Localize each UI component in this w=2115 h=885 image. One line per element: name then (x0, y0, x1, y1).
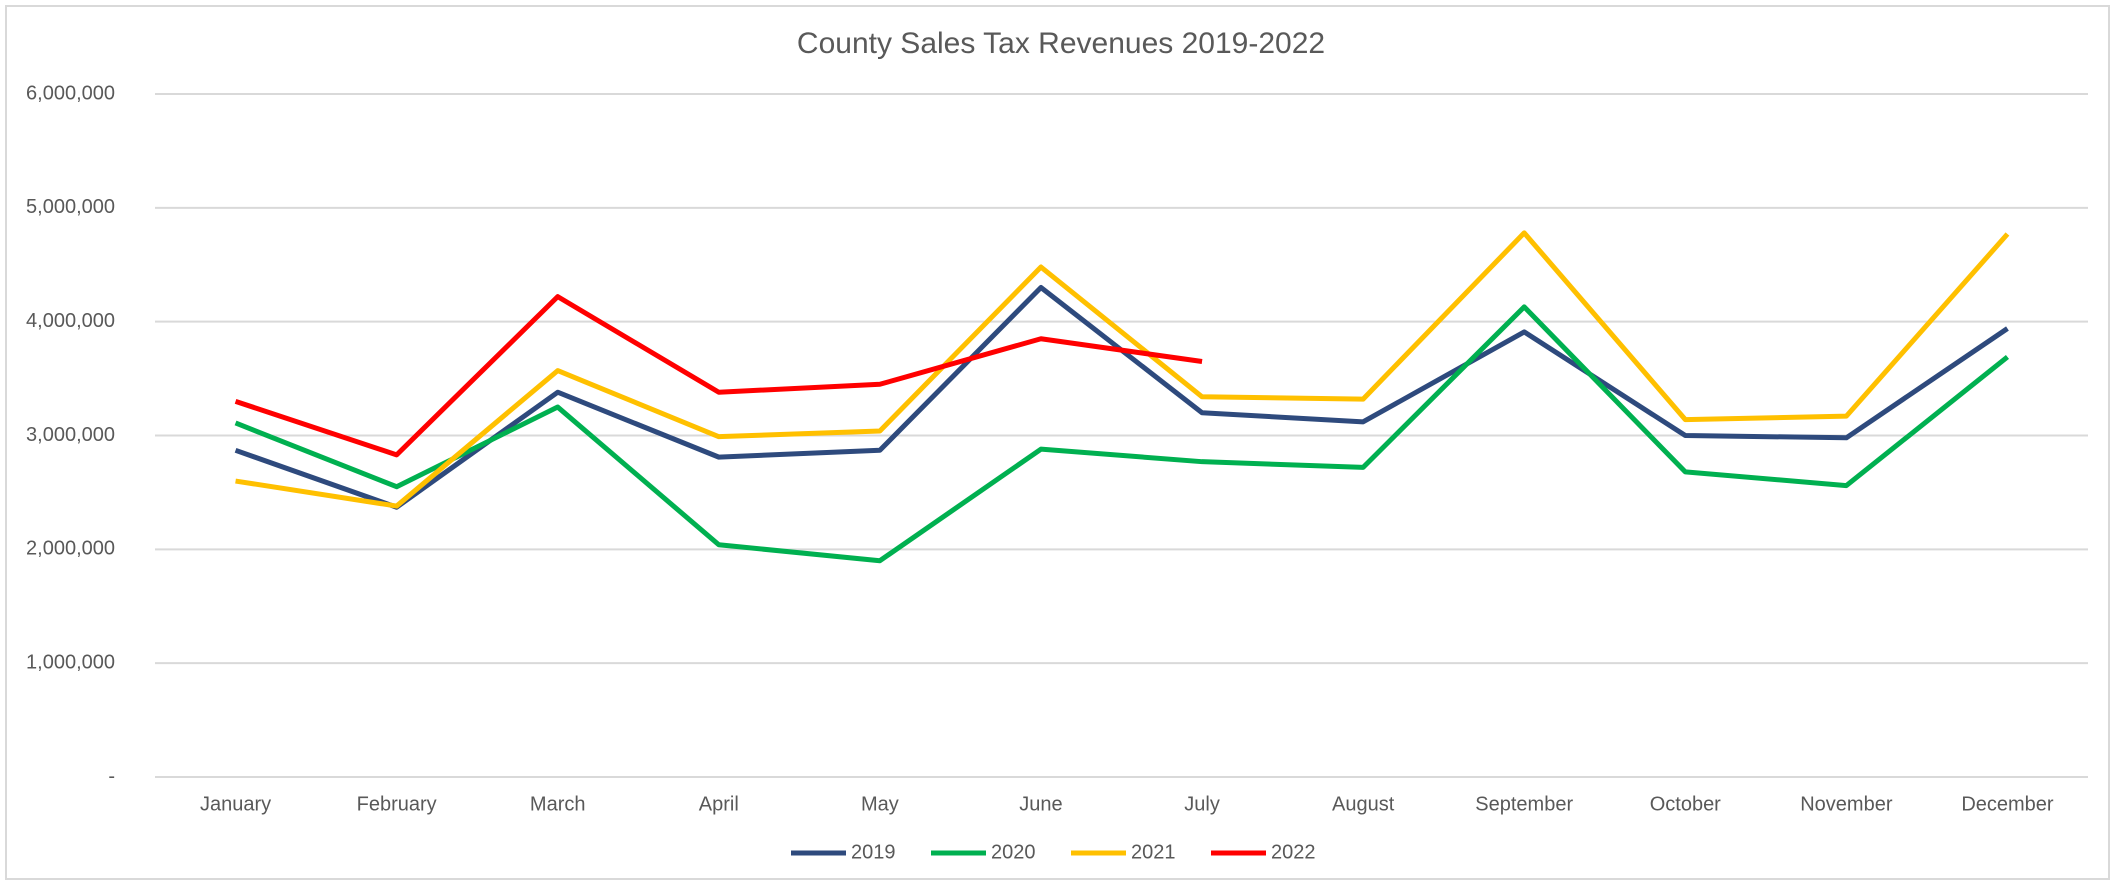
x-tick-label: July (1184, 793, 1220, 815)
y-tick-label: - (108, 765, 115, 787)
x-tick-label: November (1800, 793, 1893, 815)
y-tick-label: 4,000,000 (26, 310, 115, 332)
legend-label: 2019 (851, 841, 896, 863)
y-tick-label: 5,000,000 (26, 196, 115, 218)
chart-title: County Sales Tax Revenues 2019-2022 (797, 27, 1325, 60)
line-series (234, 294, 1203, 458)
x-tick-label: June (1019, 793, 1062, 815)
x-tick-label: February (357, 793, 437, 815)
x-tick-label: May (861, 793, 899, 815)
legend-label: 2022 (1271, 841, 1316, 863)
x-tick-label: October (1650, 793, 1721, 815)
x-tick-label: March (530, 793, 586, 815)
line-series (235, 230, 2010, 509)
y-tick-label: 6,000,000 (26, 82, 115, 104)
line-series (234, 304, 2010, 564)
y-tick-label: 2,000,000 (26, 538, 115, 560)
legend-label: 2021 (1131, 841, 1176, 863)
x-tick-label: April (699, 793, 739, 815)
x-tick-label: September (1475, 793, 1573, 815)
x-tick-label: August (1332, 793, 1395, 815)
legend-label: 2020 (991, 841, 1036, 863)
chart-border (5, 5, 2110, 880)
x-tick-label: January (200, 793, 271, 815)
y-tick-label: 1,000,000 (26, 651, 115, 673)
x-tick-label: December (1961, 793, 2054, 815)
y-tick-label: 3,000,000 (26, 424, 115, 446)
